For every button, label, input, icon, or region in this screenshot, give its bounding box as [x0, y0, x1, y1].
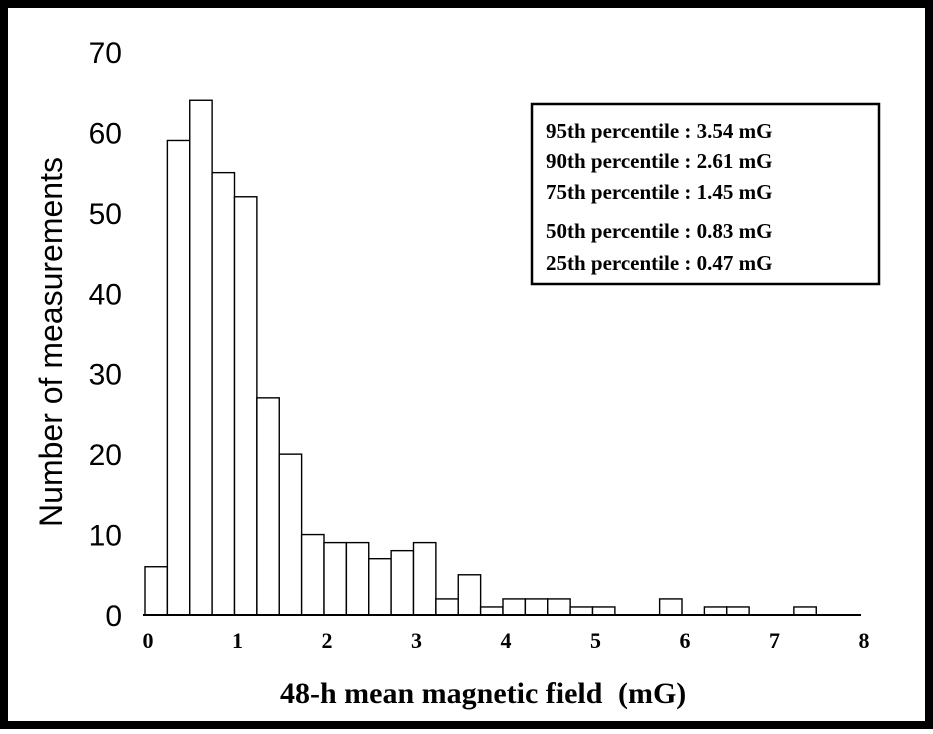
histogram-bar — [457, 574, 482, 616]
histogram-bar — [793, 606, 817, 616]
x-axis-label: 48-h mean magnetic field (mG) — [280, 677, 686, 710]
histogram-bar — [703, 606, 728, 616]
legend-entry-50: 50th percentile : 0.83 mG — [546, 219, 773, 243]
x-tick-label: 0 — [143, 628, 154, 653]
histogram-bar — [658, 598, 683, 616]
histogram-bar — [479, 606, 504, 616]
y-tick-label: 70 — [89, 37, 122, 70]
histogram-bar — [144, 566, 169, 616]
x-tick-label: 4 — [501, 628, 512, 653]
legend-frame — [530, 102, 881, 286]
histogram-bar — [368, 558, 392, 616]
x-tick-label: 3 — [411, 628, 422, 653]
histogram-bar — [435, 598, 459, 616]
legend-entry-95: 95th percentile : 3.54 mG — [546, 119, 773, 143]
histogram-bar — [256, 397, 280, 616]
histogram-bar — [390, 549, 415, 616]
y-tick-label: 30 — [89, 359, 122, 392]
x-tick-label: 1 — [232, 628, 243, 653]
y-tick-label: 20 — [89, 439, 122, 472]
x-tick-label: 5 — [590, 628, 601, 653]
legend-entry-25: 25th percentile : 0.47 mG — [546, 251, 773, 275]
bars-group — [144, 99, 817, 616]
y-tick-label: 40 — [89, 278, 122, 311]
histogram-bar — [726, 606, 750, 616]
x-tick-labels: 0 1 2 3 4 5 6 7 8 — [143, 628, 870, 653]
histogram-bar — [547, 598, 571, 616]
x-axis-label-unit: (mG) — [618, 677, 686, 710]
histogram-bar — [524, 598, 549, 616]
y-tick-label: 0 — [105, 600, 122, 633]
histogram-bar — [189, 99, 213, 616]
histogram-bar — [278, 453, 303, 616]
histogram-bar — [300, 533, 325, 616]
x-tick-label: 7 — [769, 628, 780, 653]
histogram-bar — [345, 541, 370, 616]
histogram-bar — [211, 171, 236, 616]
y-tick-label: 50 — [89, 198, 122, 231]
histogram-bar — [323, 541, 348, 616]
legend-entry-90: 90th percentile : 2.61 mG — [546, 149, 773, 173]
histogram-bar — [569, 606, 594, 616]
histogram-bar — [233, 196, 258, 616]
x-tick-label: 8 — [859, 628, 870, 653]
y-tick-labels: 0 10 20 30 40 50 60 70 — [89, 37, 122, 633]
y-tick-label: 60 — [89, 117, 122, 150]
legend-entry-75: 75th percentile : 1.45 mG — [546, 180, 773, 204]
x-tick-label: 2 — [322, 628, 333, 653]
histogram-bar — [591, 606, 616, 616]
y-tick-label: 10 — [89, 520, 122, 553]
x-axis-label-main: 48-h mean magnetic field — [280, 677, 603, 710]
histogram-bar — [502, 598, 527, 616]
histogram-bar — [166, 139, 191, 616]
x-tick-label: 6 — [680, 628, 691, 653]
legend-box: 95th percentile : 3.54 mG 90th percentil… — [530, 102, 881, 286]
y-axis-label: Number of measurements — [33, 157, 69, 527]
histogram-bar — [412, 541, 437, 616]
